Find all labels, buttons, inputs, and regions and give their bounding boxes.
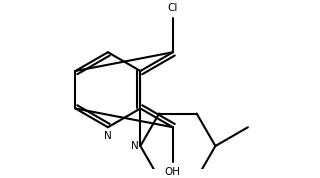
Text: OH: OH bbox=[165, 167, 181, 177]
Text: N: N bbox=[131, 141, 139, 151]
Text: Cl: Cl bbox=[168, 2, 178, 12]
Text: N: N bbox=[104, 131, 112, 141]
